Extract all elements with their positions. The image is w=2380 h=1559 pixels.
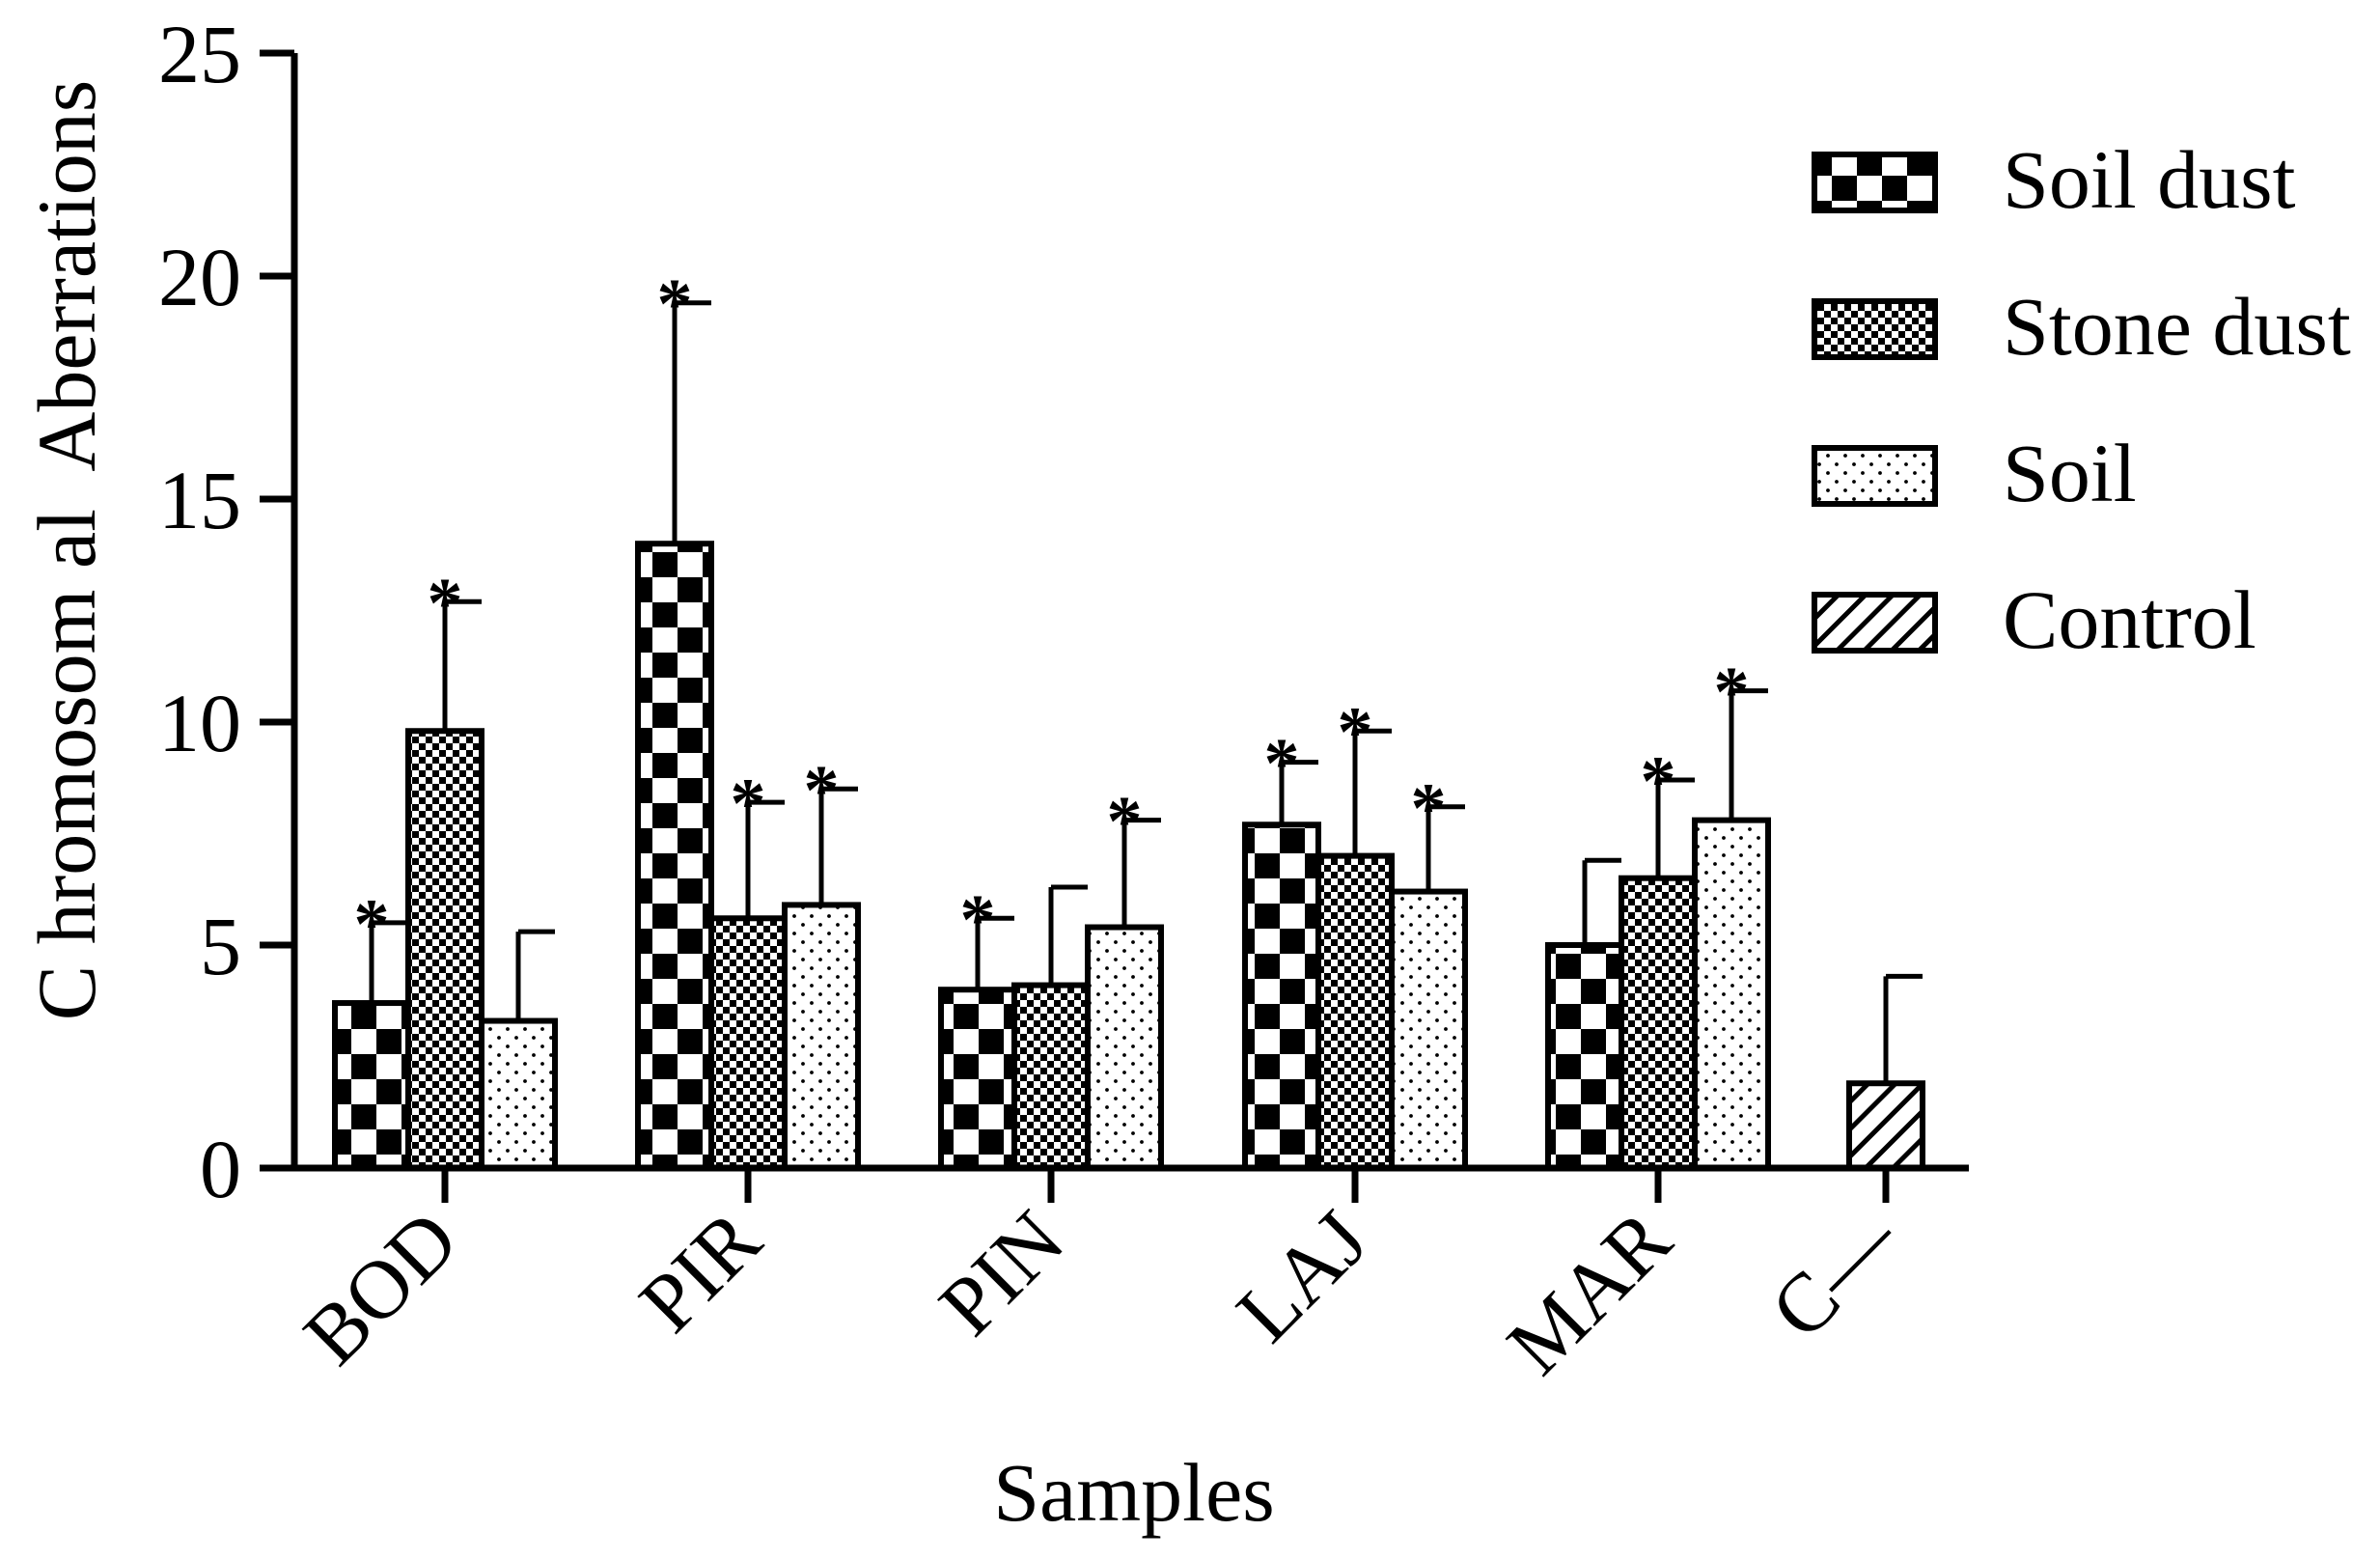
bar [1085,924,1164,1172]
bar [635,541,714,1171]
bar [1315,852,1395,1171]
legend-item: Soil dust [1812,133,2296,226]
bar [938,987,1017,1171]
bar [332,1000,411,1172]
bar-group-mar-0 [1545,857,1624,1171]
bar-group-pir-0: * [635,265,714,1171]
bar [479,1017,558,1172]
bar-group-c-3 [1846,973,1925,1171]
x-tick-label: MAR [1489,1192,1689,1392]
bar [1242,821,1321,1171]
significance-star: * [1338,693,1373,772]
x-tick-label: BOD [286,1193,475,1382]
bar [1846,1080,1925,1171]
bar-group-bod-0: * [332,885,411,1172]
significance-star: * [657,265,693,345]
significance-star: * [804,751,840,830]
significance-star: * [731,765,766,844]
significance-star: * [1264,725,1300,804]
bar-group-mar-2: * [1692,654,1771,1171]
legend-swatch [1812,152,1938,213]
bar [1545,942,1624,1171]
y-tick-label: 25 [158,8,241,100]
bar [1619,875,1698,1171]
significance-star: * [354,885,390,964]
bar-group-mar-1: * [1619,742,1698,1171]
legend-item: Control [1812,573,2256,666]
legend-label: Soil dust [2003,133,2296,226]
bar-group-pin-0: * [938,880,1017,1171]
x-tick-label: PIR [622,1192,779,1350]
significance-star: * [960,880,996,960]
bar [1011,982,1091,1172]
bars-layer: * * * * * * * * * * * * [332,265,1925,1172]
legend-label: Control [2003,573,2256,666]
bar-group-pir-2: * [782,751,861,1171]
significance-star: * [428,564,463,643]
y-tick-label: 10 [158,677,241,769]
legend-item: Soil [1812,427,2137,519]
y-axis-title: C hromosom al Aberrations [20,80,113,1021]
bar-group-pin-1 [1011,884,1091,1172]
significance-star: * [1107,783,1143,862]
legend-swatch [1812,592,1938,654]
bar [405,728,484,1171]
significance-star: * [1641,742,1676,821]
significance-star: * [1714,654,1750,733]
legend-swatch [1812,298,1938,360]
bar-group-laj-2: * [1389,769,1468,1171]
bar [1389,888,1468,1171]
y-tick-label: 0 [200,1123,241,1215]
y-tick-label: 20 [158,231,241,323]
legend-label: Soil [2003,427,2137,519]
bar-group-bod-1: * [405,564,484,1171]
bar-group-pir-1: * [708,765,788,1172]
bar-group-laj-0: * [1242,725,1321,1171]
x-tick-label: LAJ [1219,1193,1386,1360]
bar [782,902,861,1171]
legend-swatch [1812,445,1938,507]
y-tick-label: 15 [158,454,241,546]
legend-label: Stone dust [2003,280,2351,373]
x-tick-label: C— [1753,1192,1917,1356]
legend-item: Stone dust [1812,280,2351,373]
bar [1692,817,1771,1171]
axes-layer [291,53,1969,1172]
x-axis-ticks: BOD PIR PIN LAJ MAR C— [286,1168,1917,1392]
bar-group-pin-2: * [1085,783,1164,1172]
bar-group-bod-2 [479,929,558,1172]
significance-star: * [1411,769,1447,849]
y-tick-label: 5 [200,900,241,992]
y-axis-ticks: 0 5 10 15 20 25 [158,8,294,1215]
legend: Soil dust Stone dust Soil Control [1812,133,2351,666]
x-tick-label: PIN [922,1193,1082,1353]
x-axis-title: Samples [993,1446,1274,1539]
bar [708,915,788,1172]
bar-group-laj-1: * [1315,693,1395,1171]
